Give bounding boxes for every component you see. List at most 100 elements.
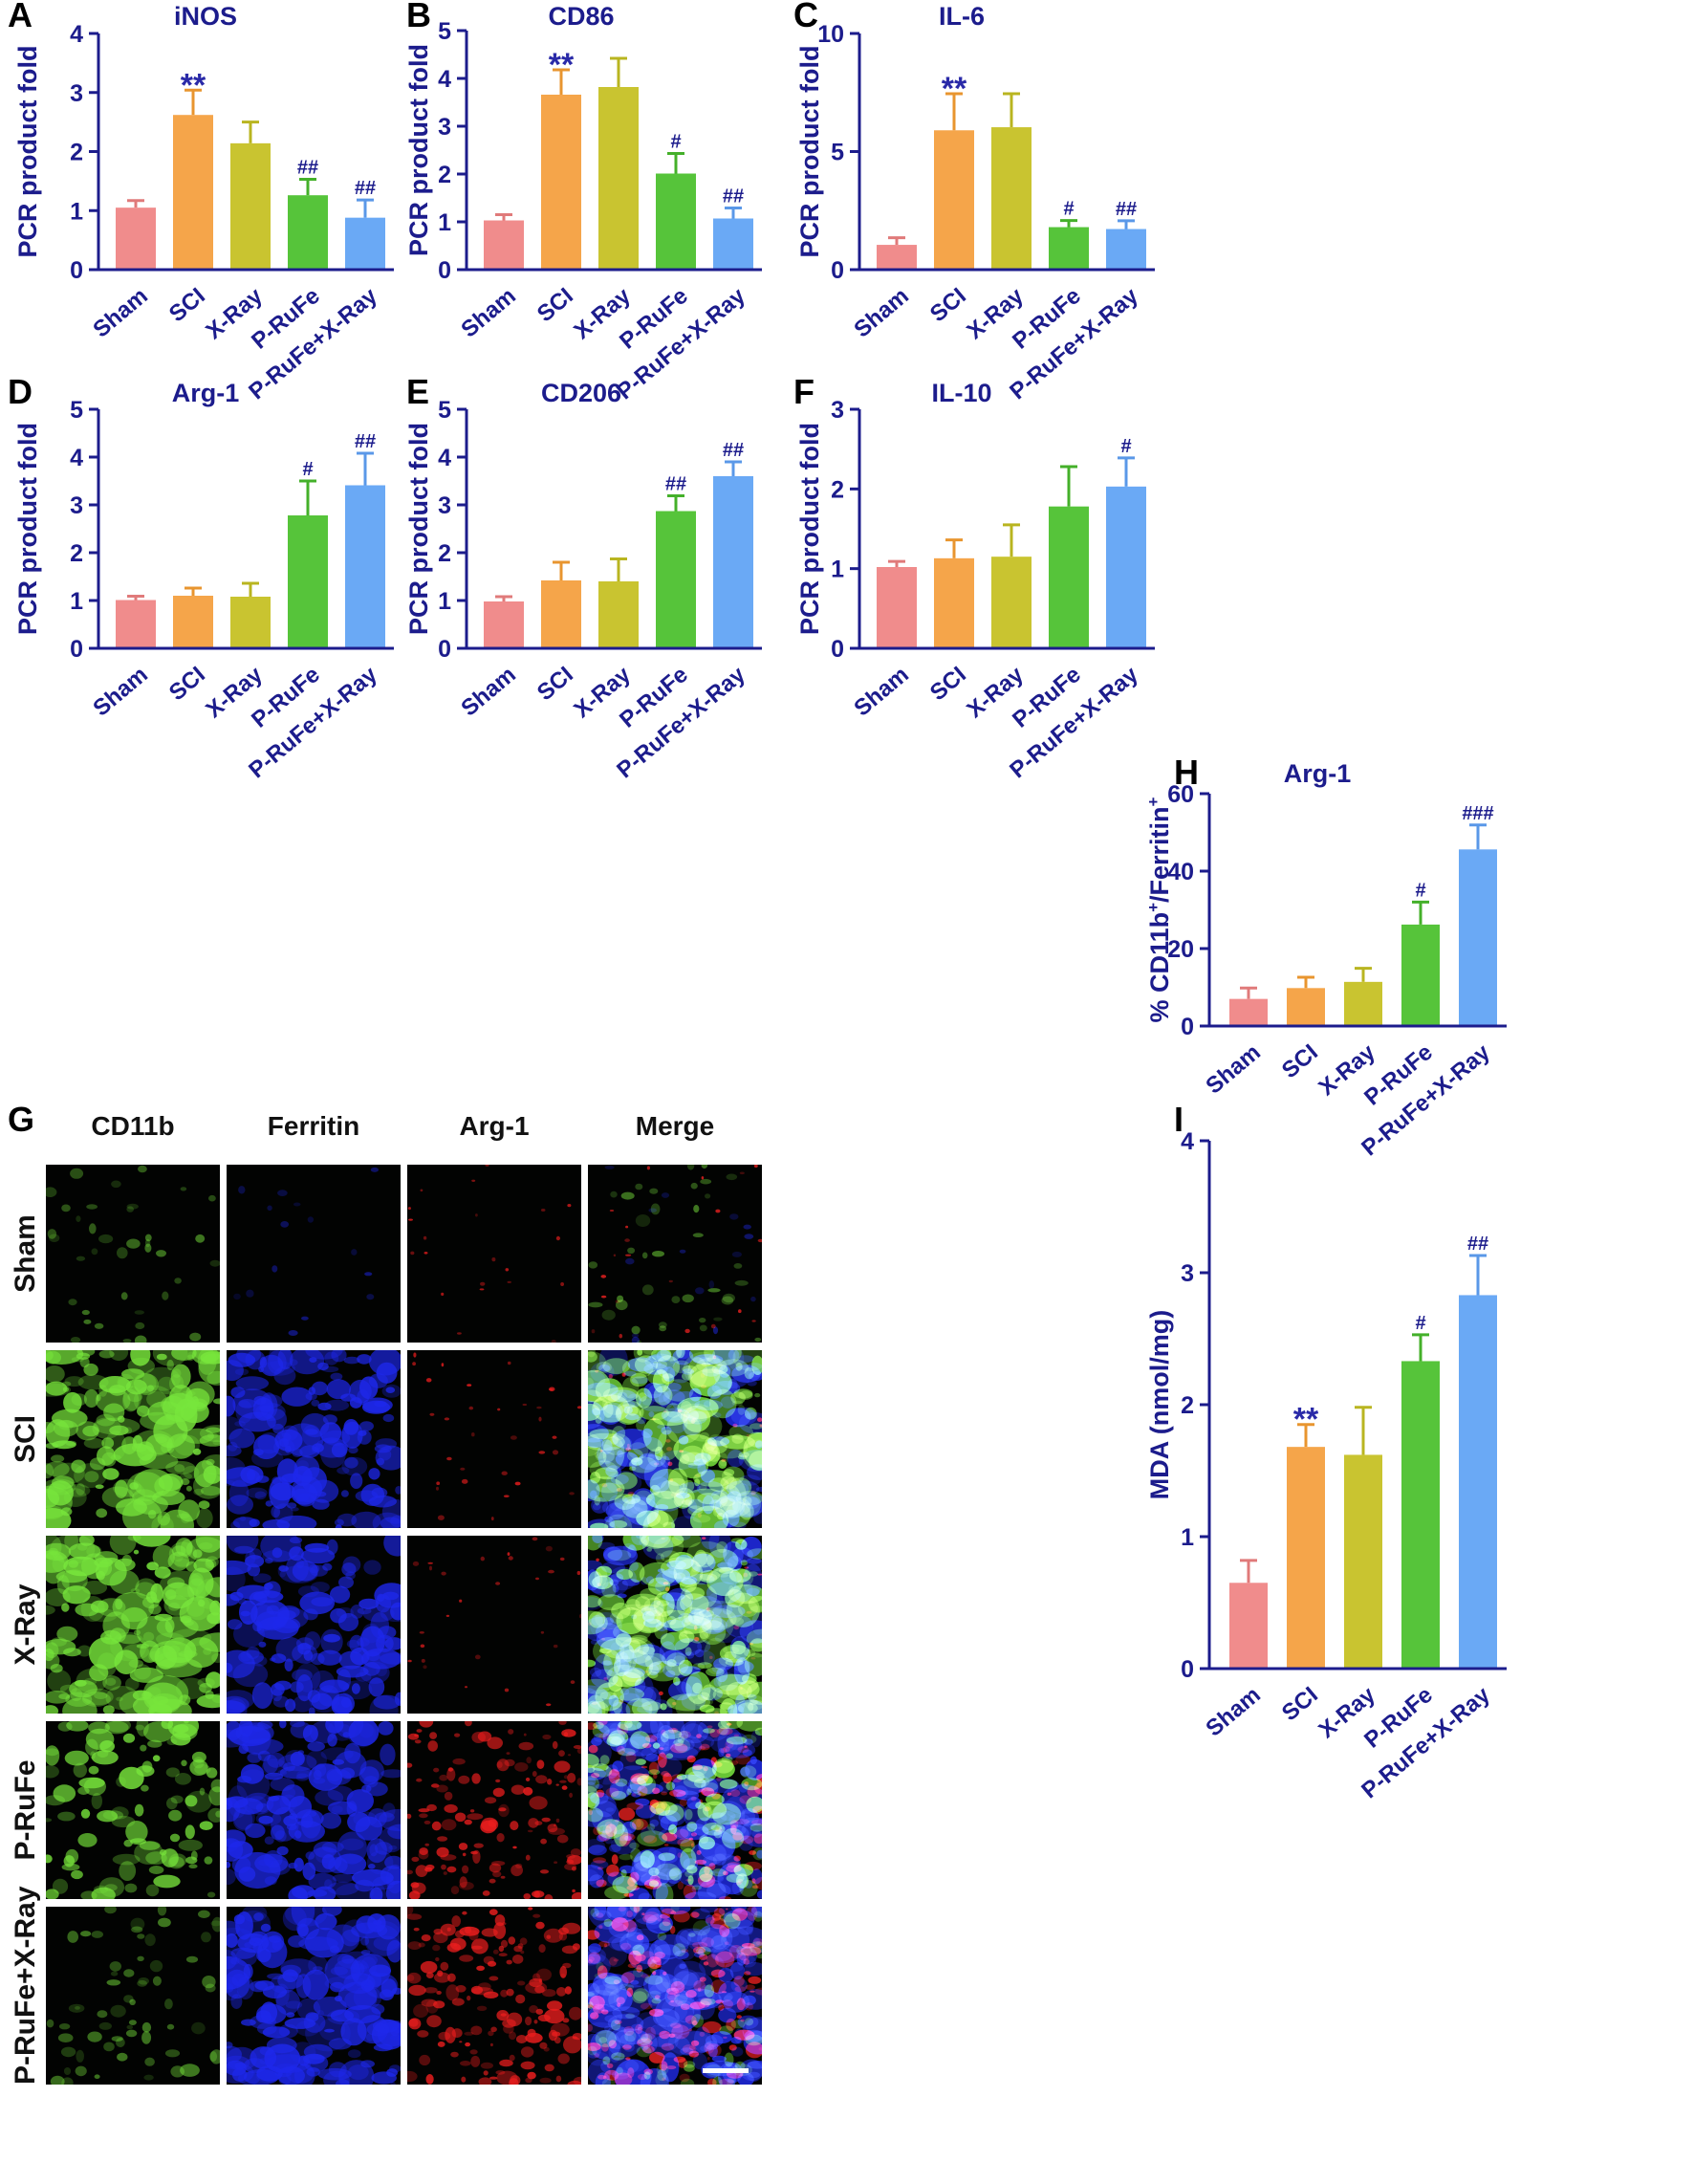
- panel-b-ytick-label: 5: [438, 18, 451, 45]
- panel-i-ytick-label: 0: [1181, 1656, 1194, 1683]
- panel-c-category-label: SCI: [925, 283, 971, 327]
- panel-c-ytick-label: 0: [831, 257, 844, 284]
- panel-i-ytick-label: 4: [1181, 1128, 1194, 1155]
- panel-e-y-label: PCR product fold: [404, 423, 433, 635]
- panel-e-bar: [656, 511, 696, 647]
- panel-g-tile: [46, 1721, 220, 1899]
- panel-h-bar: [1459, 849, 1497, 1025]
- micrograph-image: [46, 1536, 220, 1714]
- panel-g-tile: [588, 1536, 762, 1714]
- micrograph-image: [588, 1907, 762, 2085]
- panel-i-significance-label: **: [1293, 1402, 1319, 1438]
- micrograph-image: [227, 1350, 401, 1528]
- panel-e-ytick-label: 3: [438, 492, 451, 519]
- panel-c-significance-label: **: [942, 71, 967, 107]
- panel-a-significance-label: ##: [297, 158, 318, 179]
- panel-c-ytick-label: 5: [831, 140, 844, 166]
- micrograph-image: [412, 1352, 581, 1521]
- panel-f-letter: F: [793, 372, 814, 411]
- panel-g-tile: [407, 1907, 581, 2085]
- panel-b-ytick-label: 2: [438, 162, 451, 188]
- panel-h-bar: [1344, 981, 1382, 1025]
- panel-a-ytick-label: 2: [70, 140, 83, 166]
- panel-h-letter: H: [1174, 753, 1199, 792]
- micrograph-image: [407, 1165, 572, 1343]
- panel-d-bar: [345, 485, 385, 647]
- panel-i-letter: I: [1174, 1100, 1184, 1139]
- panel-d-category-label: SCI: [164, 662, 210, 706]
- panel-g-micrograph-grid: G CD11b Ferritin Arg-1 Merge Sham SCI X-Ray P-Ru…: [0, 1100, 1147, 2180]
- panel-b-y-label: PCR product fold: [404, 44, 433, 256]
- panel-e-ytick-label: 1: [438, 588, 451, 615]
- panel-f-significance-label: #: [1120, 436, 1131, 457]
- panel-h-bar: [1287, 988, 1325, 1025]
- panel-d-title: Arg-1: [172, 379, 240, 407]
- panel-g-tile: [46, 1536, 220, 1714]
- panel-d-ytick-label: 2: [70, 540, 83, 567]
- micrograph-image: [407, 1721, 581, 1899]
- panel-g-row-label: SCI: [10, 1415, 41, 1464]
- panel-f-bar: [934, 557, 974, 647]
- panel-e-significance-label: ##: [665, 474, 686, 495]
- panel-a-bar: [116, 207, 156, 269]
- panel-d-ytick-label: 3: [70, 492, 83, 519]
- panel-f-bar: [877, 567, 917, 647]
- panel-h-ytick-label: 60: [1167, 781, 1194, 808]
- panel-h-y-label-part: +: [1144, 903, 1162, 912]
- panel-g-row-label: Sham: [10, 1214, 41, 1293]
- micrograph-image: [227, 1907, 401, 2085]
- panel-i-ytick-label: 3: [1181, 1260, 1194, 1287]
- panel-i-significance-label: ##: [1467, 1234, 1488, 1255]
- micrograph-image: [588, 1536, 762, 1714]
- panel-h-significance-label: #: [1415, 880, 1425, 901]
- panel-g-row-label: P-RuFe+X-Ray: [10, 1886, 41, 2085]
- panel-a-category-label: SCI: [164, 283, 210, 327]
- panel-g-row-label: X-Ray: [10, 1583, 41, 1666]
- panel-b-letter: B: [406, 0, 431, 34]
- panel-e-category-label: SCI: [532, 662, 578, 706]
- panel-f-category-label: Sham: [849, 662, 913, 722]
- panel-f-bar: [1106, 486, 1146, 647]
- panel-h-significance-label: ###: [1462, 803, 1493, 824]
- panel-h-bar: [1229, 998, 1268, 1025]
- panel-g-tile: [588, 1165, 762, 1343]
- panel-g-tile: [407, 1536, 581, 1714]
- panel-b-significance-label: ##: [723, 186, 744, 207]
- panel-i-category-label: Sham: [1201, 1682, 1265, 1742]
- panel-f-ytick-label: 0: [831, 636, 844, 663]
- panel-b-title: CD86: [548, 2, 614, 31]
- panel-g-column-label: Arg-1: [459, 1111, 530, 1141]
- panel-b-category-label: SCI: [532, 283, 578, 327]
- panel-c-bar: [991, 127, 1032, 269]
- panel-g-column-label: Merge: [635, 1111, 715, 1141]
- panel-i-bar: [1459, 1295, 1497, 1668]
- panel-g-tile: [407, 1350, 581, 1528]
- panel-e-ytick-label: 0: [438, 636, 451, 663]
- panel-g-tile: [227, 1721, 401, 1899]
- panel-h-ytick-label: 40: [1167, 859, 1194, 885]
- panel-i-significance-label: #: [1415, 1313, 1425, 1334]
- panel-c-category-label: Sham: [849, 283, 913, 343]
- panel-c-letter: C: [793, 0, 818, 34]
- panel-f-ytick-label: 2: [831, 476, 844, 503]
- micrograph-image: [588, 1165, 762, 1343]
- panel-a-ytick-label: 1: [70, 198, 83, 225]
- micrograph-image: [227, 1536, 401, 1714]
- micrograph-image: [407, 1537, 581, 1707]
- panel-d-bar: [173, 596, 213, 647]
- panel-i-bar: [1401, 1361, 1440, 1668]
- panel-b-category-label: Sham: [456, 283, 520, 343]
- panel-e-bar: [541, 580, 581, 647]
- panel-h-y-label-part: % CD11b: [1145, 912, 1174, 1023]
- panel-i-bar: [1344, 1454, 1382, 1668]
- panel-i-bar: [1229, 1583, 1268, 1668]
- panel-b-bar: [484, 220, 524, 269]
- micrograph-image: [46, 1350, 220, 1528]
- micrograph-image: [46, 1165, 220, 1343]
